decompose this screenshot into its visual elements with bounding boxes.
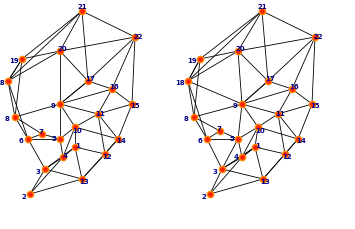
Text: 6: 6: [18, 137, 23, 143]
Text: 19: 19: [187, 58, 197, 64]
Text: 13: 13: [79, 178, 89, 184]
Text: 9: 9: [233, 103, 237, 109]
Text: 14: 14: [116, 137, 126, 143]
Text: 14: 14: [296, 137, 306, 143]
Text: 2: 2: [22, 193, 26, 199]
Text: 4: 4: [62, 152, 67, 158]
Text: 21: 21: [77, 4, 87, 10]
Text: 9: 9: [50, 103, 55, 109]
Text: 12: 12: [282, 153, 292, 159]
Text: 5: 5: [230, 135, 234, 141]
Text: 19: 19: [9, 58, 19, 64]
Text: 1: 1: [256, 142, 261, 148]
Text: 10: 10: [72, 128, 82, 134]
Text: 2: 2: [202, 193, 206, 199]
Text: 5: 5: [51, 135, 56, 141]
Text: 11: 11: [275, 111, 285, 117]
Text: 22: 22: [313, 34, 323, 40]
Text: 17: 17: [85, 76, 95, 82]
Text: 4: 4: [234, 153, 239, 159]
Text: 11: 11: [95, 111, 105, 117]
Text: 17: 17: [265, 76, 275, 82]
Text: 18: 18: [175, 80, 185, 86]
Text: 18: 18: [0, 80, 5, 86]
Text: 15: 15: [130, 103, 140, 109]
Text: 7: 7: [217, 125, 222, 131]
Text: 7: 7: [39, 128, 43, 134]
Text: 16: 16: [109, 84, 119, 90]
Text: 13: 13: [260, 178, 270, 184]
Text: 3: 3: [213, 168, 217, 174]
Text: 15: 15: [310, 103, 320, 109]
Text: 20: 20: [235, 46, 245, 52]
Text: 10: 10: [255, 128, 265, 134]
Text: 22: 22: [133, 34, 143, 40]
Text: 21: 21: [257, 4, 267, 10]
Text: 16: 16: [289, 84, 299, 90]
Text: 6: 6: [198, 137, 202, 143]
Text: 8: 8: [184, 115, 189, 121]
Text: 20: 20: [57, 46, 67, 52]
Text: 3: 3: [36, 168, 40, 174]
Text: 8: 8: [5, 115, 10, 121]
Text: 1: 1: [76, 142, 81, 148]
Text: 12: 12: [102, 153, 112, 159]
